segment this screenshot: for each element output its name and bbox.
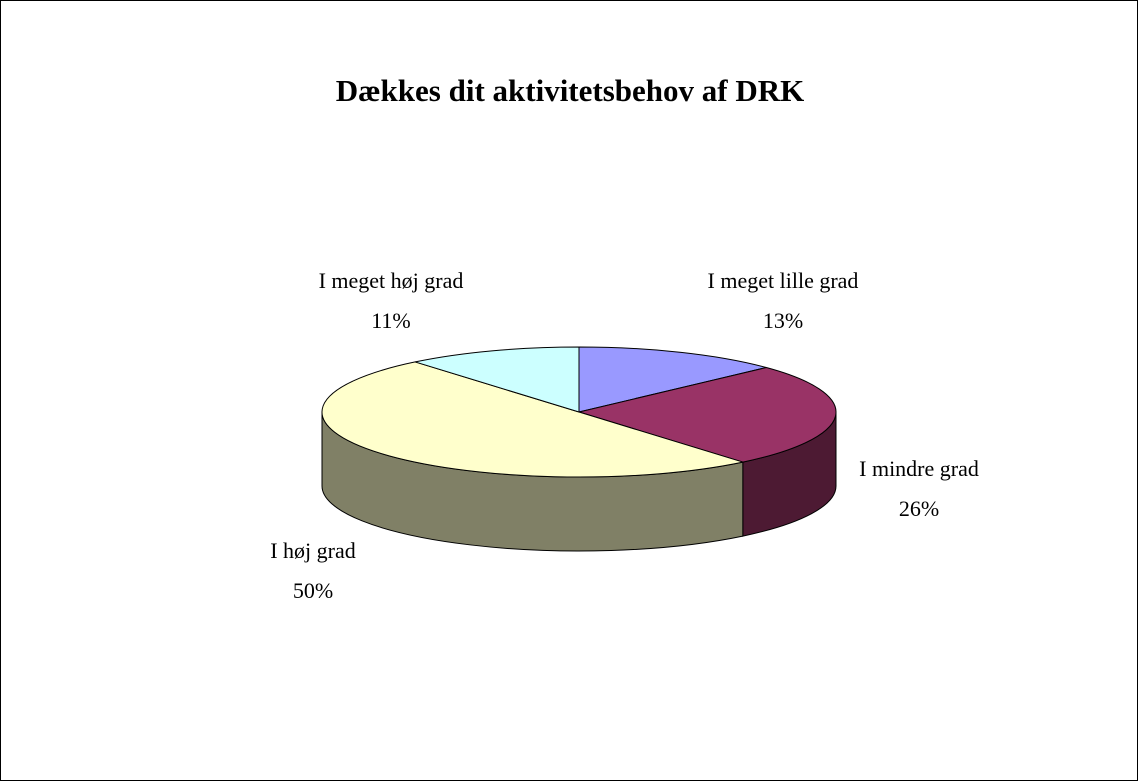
slice-label-mindre: I mindre grad 26%: [859, 456, 979, 521]
pie-slice-i-mindre-grad: [577, 366, 837, 463]
slice-label-meget-hoj: I meget høj grad 11%: [318, 268, 464, 333]
slice-label-hoj: I høj grad 50%: [270, 538, 356, 603]
slice-label-meget-lille: I meget lille grad 13%: [707, 268, 859, 333]
chart-title: Dækkes dit aktivitetsbehov af DRK: [335, 73, 805, 108]
pie-slice-i-meget-hoj-grad: [415, 346, 580, 413]
pie-slice-i-meget-lille-grad: [578, 346, 767, 413]
pie-slice-i-hoj-grad: [322, 361, 743, 478]
